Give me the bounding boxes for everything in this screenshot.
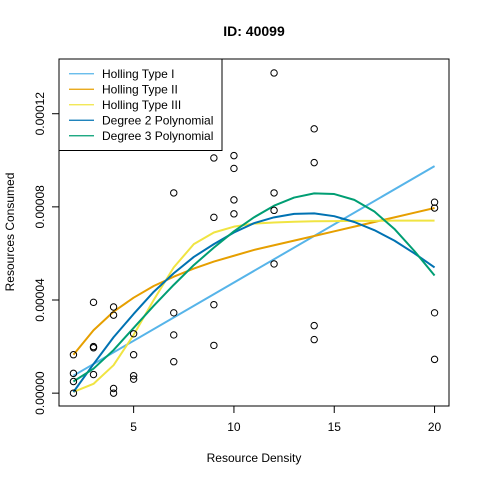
y-axis-label: Resources Consumed	[3, 173, 17, 292]
x-tick-label: 15	[328, 420, 342, 434]
x-tick-label: 10	[227, 420, 241, 434]
curve-degree-3-polynomial	[72, 192, 436, 383]
curve-holling-type-ii	[72, 207, 435, 356]
data-point	[69, 377, 78, 386]
data-point	[170, 331, 178, 339]
data-point	[270, 206, 278, 215]
data-points	[69, 69, 439, 397]
data-point	[310, 125, 318, 133]
legend-label: Holling Type II	[102, 82, 178, 96]
data-point	[310, 158, 318, 167]
x-tick-label: 5	[130, 420, 137, 434]
data-point	[109, 389, 118, 397]
data-point	[430, 198, 439, 206]
data-point	[430, 204, 439, 212]
data-point	[430, 309, 439, 317]
x-axis-label: Resource Density	[207, 451, 302, 465]
data-point	[170, 309, 178, 317]
data-point	[69, 369, 78, 378]
data-point	[170, 358, 178, 366]
data-point	[210, 213, 218, 222]
data-point	[89, 344, 98, 352]
data-point	[89, 370, 98, 379]
data-point	[69, 351, 78, 359]
x-axis: 5 10 15 20	[130, 405, 442, 434]
data-point	[270, 260, 278, 268]
data-point	[69, 389, 78, 397]
data-point	[430, 355, 439, 364]
data-point	[170, 189, 178, 197]
data-point	[310, 321, 318, 330]
y-tick-label: 0.00008	[33, 185, 47, 229]
data-point	[270, 189, 278, 197]
legend-label: Holling Type III	[102, 98, 181, 112]
data-point	[230, 151, 238, 160]
data-point	[230, 210, 238, 218]
y-tick-label: 0.00012	[33, 92, 47, 136]
legend-label: Degree 2 Polynomial	[102, 113, 213, 127]
fitted-curves	[72, 165, 436, 393]
x-tick-label: 20	[428, 420, 442, 434]
y-tick-label: 0.00000	[33, 371, 47, 415]
curve-degree-2-polynomial	[72, 212, 436, 393]
data-point	[129, 330, 138, 338]
data-point	[270, 69, 278, 77]
chart-title: ID: 40099	[223, 23, 285, 39]
data-point	[210, 154, 218, 162]
curve-holling-type-iii	[73, 219, 435, 393]
curve-holling-type-i	[72, 165, 436, 377]
legend-label: Holling Type I	[102, 67, 175, 81]
y-axis: 0.00000 0.00004 0.00008 0.00012	[33, 92, 60, 415]
data-point	[109, 303, 118, 311]
data-point	[210, 300, 218, 309]
data-point	[109, 384, 118, 393]
y-tick-label: 0.00004	[33, 278, 47, 322]
data-point	[129, 371, 138, 380]
data-point	[230, 164, 238, 173]
data-point	[210, 341, 218, 350]
data-point	[89, 298, 98, 307]
legend-label: Degree 3 Polynomial	[102, 129, 213, 143]
data-point	[310, 335, 318, 344]
data-point	[129, 351, 138, 359]
data-point	[230, 196, 238, 204]
data-point	[129, 375, 138, 383]
data-point	[109, 311, 118, 319]
